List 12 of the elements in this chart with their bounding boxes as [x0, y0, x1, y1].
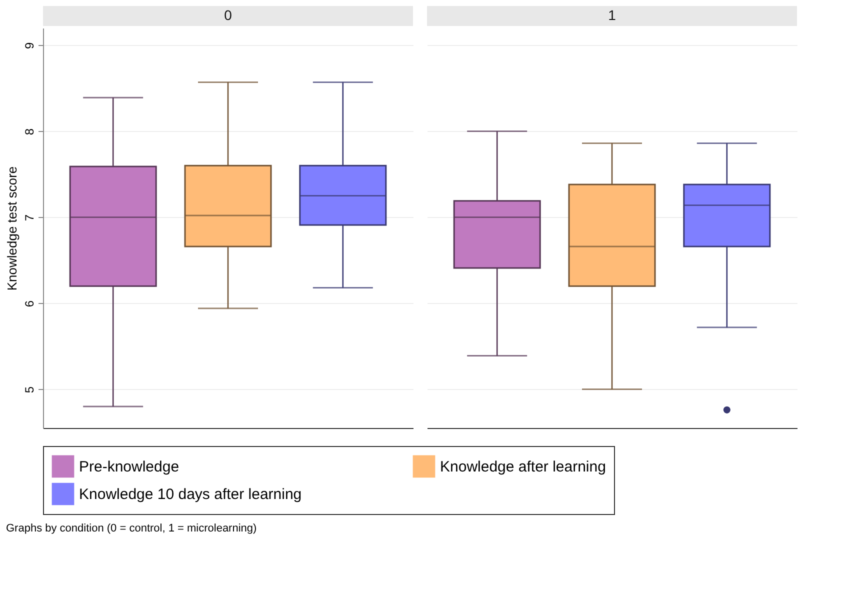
- legend-label: Knowledge after learning: [440, 458, 606, 476]
- y-axis-title: Knowledge test score: [4, 166, 20, 291]
- x-tick-label: 0: [224, 7, 232, 23]
- y-tick-label: 6: [22, 300, 36, 308]
- y-tick-label: 9: [22, 42, 36, 50]
- y-tick-label: 5: [22, 386, 36, 394]
- text: Graphs by condition (0 = control, 1 = microlearning): [6, 522, 257, 534]
- y-tick-label: 8: [22, 128, 36, 136]
- legend-label: Pre-knowledge: [79, 458, 180, 476]
- legend-label: Knowledge 10 days after learning: [79, 486, 302, 503]
- x-tick-label: 1: [608, 7, 616, 23]
- y-tick-label: 7: [22, 214, 36, 222]
